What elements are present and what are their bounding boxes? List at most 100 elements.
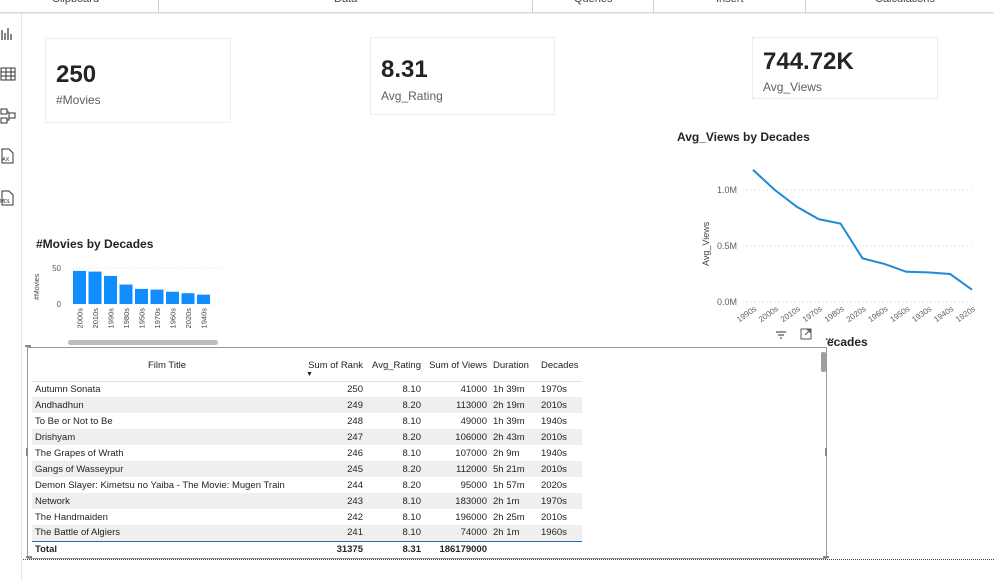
movies-chart-title: #Movies by Decades <box>36 237 154 251</box>
x-tick-label: 1970s <box>153 308 162 329</box>
resize-handle[interactable] <box>26 556 32 558</box>
cell-sum-of-rank: 241 <box>302 525 366 541</box>
x-tick-label: 1920s <box>954 304 975 324</box>
cell-film-title: To Be or Not to Be <box>35 415 113 427</box>
card-avg-views[interactable]: 744.72K Avg_Views <box>752 37 938 99</box>
ribbon-group-calculations[interactable]: Calculations <box>875 0 935 12</box>
ribbon-group-insert[interactable]: Insert <box>716 0 744 12</box>
chart-horizontal-scrollbar[interactable] <box>68 340 218 345</box>
x-tick-label: 1990s <box>735 304 758 324</box>
y-axis-title: Avg_Views <box>701 221 711 266</box>
bar <box>166 291 179 304</box>
x-tick-label: 1950s <box>888 304 911 324</box>
avg-views-by-decades-chart[interactable]: Avg_Views 1.0M 0.5M 0.0M1990s2000s2010s1970… <box>675 144 975 324</box>
table-header-row: Film Title Sum of Rank ▼ Avg_Rating Sum … <box>32 351 582 382</box>
x-tick-label: 1960s <box>867 304 890 324</box>
x-tick-label: 2020s <box>845 304 868 324</box>
cell-duration: 1h 39m <box>493 415 525 427</box>
table-row[interactable]: Autumn Sonata 250 8.10 41000 1h 39m 1970… <box>32 381 582 397</box>
ribbon-group-data[interactable]: Data <box>334 0 357 12</box>
ribbon-separator <box>532 0 533 12</box>
x-tick-label: 1930s <box>910 304 933 324</box>
movies-by-decades-chart[interactable]: #Movies 50 0 2000s 2010s 1990s 1980s 1950s 1970s… <box>31 258 231 348</box>
table-vertical-scrollbar[interactable] <box>821 352 826 372</box>
table-row[interactable]: The Handmaiden 242 8.10 196000 2h 25m 20… <box>32 509 582 525</box>
filter-icon[interactable] <box>775 330 787 343</box>
ribbon: Clipboard Data Queries Insert Calculatio… <box>0 0 994 13</box>
cell-sum-of-rank: 249 <box>302 397 366 413</box>
tmdl-view-icon[interactable]: MDL <box>0 190 16 206</box>
bar <box>104 275 117 304</box>
ribbon-group-queries[interactable]: Queries <box>574 0 613 12</box>
cell-avg-rating: 8.10 <box>366 525 424 541</box>
card-value: 250 <box>56 61 97 88</box>
total-sum-of-rank: 31375 <box>302 540 366 557</box>
cell-sum-of-rank: 247 <box>302 429 366 445</box>
cell-decades: 2010s <box>541 511 567 523</box>
resize-handle[interactable] <box>25 345 31 347</box>
cell-sum-of-views: 107000 <box>455 447 487 459</box>
data-table: Film Title Sum of Rank ▼ Avg_Rating Sum … <box>32 351 582 557</box>
table-visual[interactable]: Film Title Sum of Rank ▼ Avg_Rating Sum … <box>25 345 829 559</box>
cell-film-title: The Battle of Algiers <box>32 525 302 541</box>
ribbon-group-clipboard[interactable]: Clipboard <box>52 0 99 12</box>
table-row[interactable]: Demon Slayer: Kimetsu no Yaiba - The Mov… <box>32 477 582 493</box>
line-chart-x-title: ecades <box>827 335 868 349</box>
column-header-duration[interactable]: Duration <box>490 351 538 382</box>
card-label: Avg_Rating <box>381 89 443 103</box>
table-row[interactable]: To Be or Not to Be 248 8.10 49000 1h 39m… <box>32 413 582 429</box>
column-header-avg-rating[interactable]: Avg_Rating <box>366 351 424 382</box>
cell-duration: 1h 57m <box>493 479 525 491</box>
x-tick-label: 2020s <box>184 308 193 329</box>
card-label: #Movies <box>56 93 101 107</box>
resize-handle[interactable] <box>823 556 829 558</box>
table-row[interactable]: Network 243 8.10 183000 2h 1m 1970s <box>32 493 582 509</box>
table-row[interactable]: The Grapes of Wrath 246 8.10 107000 2h 9… <box>32 445 582 461</box>
cell-sum-of-rank: 246 <box>347 447 363 459</box>
model-view-icon[interactable] <box>0 108 16 124</box>
x-tick-label: 1980s <box>823 304 846 324</box>
cell-sum-of-rank: 244 <box>347 479 363 491</box>
cell-film-title: Drishyam <box>32 429 302 445</box>
table-row[interactable]: Drishyam 247 8.20 106000 2h 43m 2010s <box>32 429 582 445</box>
x-tick-label: 1960s <box>169 308 178 329</box>
focus-mode-icon[interactable] <box>800 328 812 343</box>
report-view-icon[interactable] <box>0 26 16 42</box>
cell-avg-rating: 8.20 <box>366 461 424 477</box>
card-avg-rating[interactable]: 8.31 Avg_Rating <box>370 37 555 115</box>
column-header-sum-of-rank[interactable]: Sum of Rank ▼ <box>302 351 366 382</box>
cell-sum-of-views: 41000 <box>460 383 487 395</box>
total-label: Total <box>32 540 302 557</box>
cell-avg-rating: 8.10 <box>402 383 422 395</box>
views-chart-title: Avg_Views by Decades <box>677 130 810 144</box>
line-chart-toolbar: ... <box>775 328 834 343</box>
table-row[interactable]: Gangs of Wasseypur 245 8.20 112000 5h 21… <box>32 461 582 477</box>
column-header-sum-of-views[interactable]: Sum of Views <box>424 351 490 382</box>
cell-sum-of-views: 95000 <box>460 479 487 491</box>
cell-film-title: The Grapes of Wrath <box>35 447 124 459</box>
x-tick-label: 1950s <box>138 308 147 329</box>
bar <box>88 271 102 304</box>
column-header-decades[interactable]: Decades <box>538 351 582 382</box>
resize-handle[interactable] <box>825 448 827 456</box>
y-tick-label: 50 <box>52 264 61 273</box>
total-sum-of-views: 186179000 <box>424 540 490 557</box>
resize-handle[interactable] <box>26 448 28 456</box>
table-view-icon[interactable] <box>0 66 16 82</box>
tmdl-label: MDL <box>0 199 11 205</box>
cell-film-title: Demon Slayer: Kimetsu no Yaiba - The Mov… <box>35 479 285 491</box>
cell-film-title: Gangs of Wasseypur <box>32 461 302 477</box>
cell-avg-rating: 8.10 <box>366 493 424 509</box>
more-options-button[interactable]: ... <box>825 331 835 343</box>
ribbon-separator <box>158 0 159 12</box>
cell-decades: 1940s <box>541 415 567 427</box>
table-row[interactable]: Andhadhun 249 8.20 113000 2h 19m 2010s <box>32 397 582 413</box>
table-row[interactable]: The Battle of Algiers 241 8.10 74000 2h … <box>32 525 582 541</box>
page-boundary <box>23 559 994 560</box>
cell-sum-of-views: 74000 <box>424 525 490 541</box>
cell-avg-rating: 8.20 <box>366 429 424 445</box>
cell-decades: 2010s <box>538 461 582 477</box>
card-movies[interactable]: 250 #Movies <box>45 38 231 123</box>
dax-query-icon[interactable]: AX <box>0 148 16 164</box>
column-header-film-title[interactable]: Film Title <box>32 351 302 382</box>
